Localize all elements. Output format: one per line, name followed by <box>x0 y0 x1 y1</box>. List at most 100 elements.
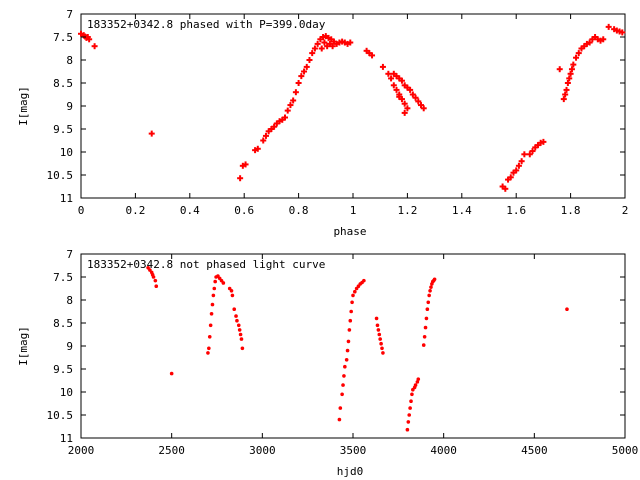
data-point <box>413 383 418 387</box>
data-point <box>314 40 321 47</box>
data-point <box>398 77 405 84</box>
data-point <box>346 339 351 344</box>
data-point <box>385 70 392 77</box>
data-point <box>416 377 421 381</box>
data-point <box>381 351 385 355</box>
data-point <box>563 86 570 93</box>
x-axis-label: hjd0 <box>337 465 364 478</box>
data-point <box>309 50 316 57</box>
data-point <box>518 158 525 165</box>
data-point <box>421 343 426 347</box>
data-point <box>221 281 226 285</box>
x-tick-label: 4000 <box>430 444 457 457</box>
data-point <box>408 406 412 410</box>
data-point <box>169 371 174 376</box>
x-tick-label: 3000 <box>249 444 276 457</box>
data-point <box>209 312 214 316</box>
y-tick-label: 9.5 <box>53 123 73 136</box>
y-tick-label: 10 <box>60 146 73 159</box>
data-point <box>422 335 427 339</box>
data-point <box>351 293 355 298</box>
data-point <box>376 328 381 332</box>
data-point <box>379 341 383 346</box>
data-point <box>568 66 575 73</box>
data-point <box>341 383 345 387</box>
data-point <box>347 328 352 332</box>
data-point <box>338 406 343 410</box>
plot-title: 183352+0342.8 phased with P=399.0day <box>87 18 326 31</box>
data-point <box>393 86 400 93</box>
x-tick-label: 2000 <box>68 444 95 457</box>
data-point <box>350 300 354 305</box>
y-tick-label: 9 <box>66 340 73 353</box>
data-point <box>298 73 305 80</box>
x-tick-label: 0.2 <box>125 204 145 217</box>
data-point <box>426 300 431 305</box>
data-point <box>86 36 93 43</box>
data-point <box>424 316 429 321</box>
data-point <box>262 132 269 139</box>
data-point <box>566 75 573 82</box>
data-point <box>401 100 408 107</box>
y-tick-label: 8.5 <box>53 317 73 330</box>
x-tick-label: 5000 <box>612 444 639 457</box>
data-point <box>207 335 212 339</box>
data-point <box>521 151 528 158</box>
y-tick-label: 10 <box>60 386 73 399</box>
data-point <box>344 358 349 362</box>
data-point <box>343 364 347 369</box>
data-point <box>207 346 211 351</box>
x-axis-label: phase <box>333 225 366 238</box>
data-point <box>556 66 563 73</box>
data-point <box>407 413 412 417</box>
data-point <box>230 293 235 298</box>
plot-title: 183352+0342.8 not phased light curve <box>87 258 325 271</box>
data-point <box>410 392 414 397</box>
y-tick-label: 11 <box>60 192 73 205</box>
data-point <box>151 275 156 279</box>
data-point <box>378 337 383 341</box>
x-ticks: 0 0.2 0.4 0.6 0.8 1 1.2 1.4 1.6 1.8 2 <box>78 14 628 217</box>
data-point <box>409 91 416 98</box>
data-point <box>242 161 249 168</box>
data-point <box>337 417 342 422</box>
data-point <box>210 302 215 307</box>
x-tick-label: 3500 <box>340 444 367 457</box>
data-point <box>406 420 411 424</box>
y-tick-label: 8.5 <box>53 77 73 90</box>
data-point <box>377 332 382 337</box>
data-point <box>412 94 419 101</box>
data-point <box>409 399 413 404</box>
data-point <box>345 348 350 353</box>
data-point <box>229 289 234 293</box>
y-tick-label: 9 <box>66 100 73 113</box>
data-point <box>282 114 288 121</box>
x-tick-label: 1 <box>350 204 357 217</box>
data-point <box>353 289 357 294</box>
data-point <box>418 102 424 109</box>
data-point <box>515 162 522 169</box>
unphased-light-curve-panel: 2000 2500 3000 3500 4000 4500 5000 7 7.5 8 8.5 9 9.… <box>17 248 638 478</box>
data-point <box>260 137 267 144</box>
data-point <box>239 337 244 341</box>
data-point <box>347 39 354 46</box>
data-point <box>213 279 217 284</box>
x-tick-label: 1.6 <box>506 204 526 217</box>
data-point <box>390 70 397 77</box>
data-point <box>564 80 571 86</box>
data-point <box>575 50 582 57</box>
data-point <box>529 148 536 155</box>
data-point <box>254 145 261 152</box>
data-points <box>78 23 626 192</box>
data-point <box>396 93 403 100</box>
data-point <box>306 57 313 63</box>
x-tick-label: 4500 <box>521 444 548 457</box>
data-point <box>423 325 428 330</box>
y-tick-label: 8 <box>66 54 73 67</box>
data-point <box>390 82 397 89</box>
x-tick-label: 1.2 <box>397 204 417 217</box>
data-point <box>586 39 593 46</box>
x-tick-label: 2500 <box>158 444 185 457</box>
data-point <box>271 123 278 130</box>
data-point <box>284 107 291 114</box>
